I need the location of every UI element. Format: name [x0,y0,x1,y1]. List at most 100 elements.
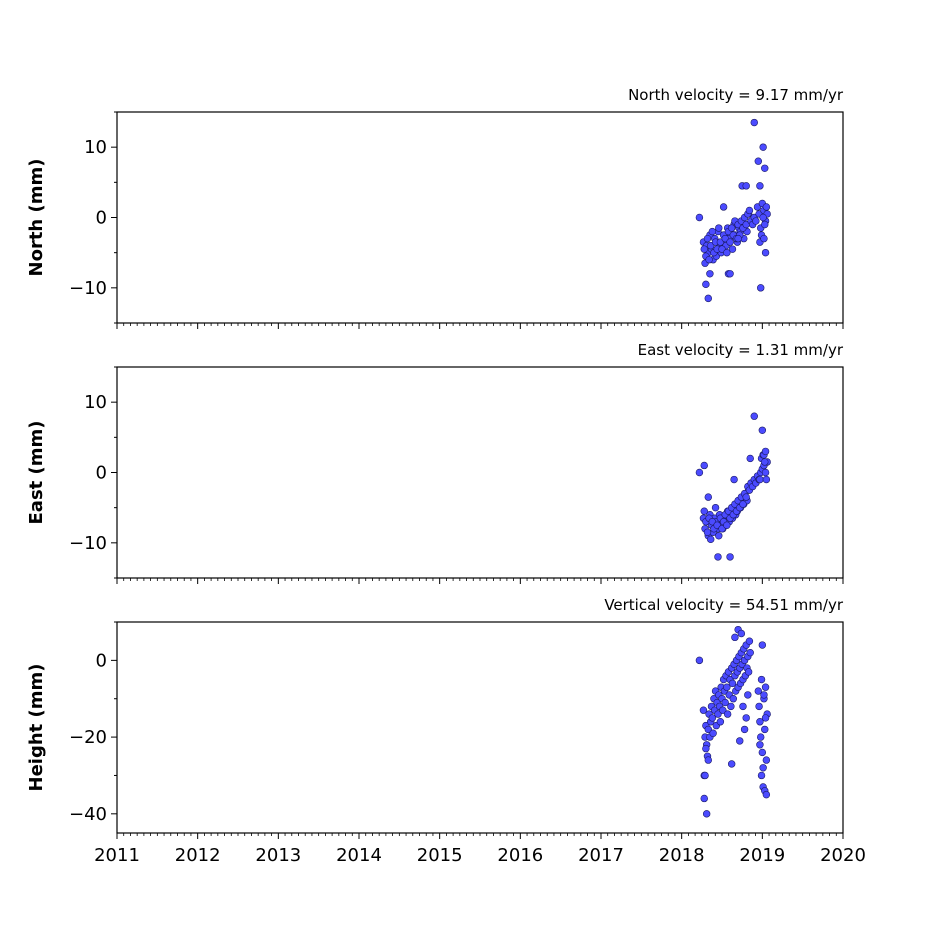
velocity-title-east: East velocity = 1.31 mm/yr [638,341,844,359]
data-point [728,245,737,253]
data-point [703,528,712,536]
data-point [705,256,713,264]
x-tick-label: 2014 [336,845,382,866]
y-tick-label: −40 [69,804,107,825]
x-tick-label: 2011 [94,845,140,866]
axes-frame-east [116,366,844,579]
scatter-series-height [695,625,771,818]
y-tick-label: −10 [69,278,107,299]
data-point [757,733,765,741]
data-point [702,744,710,753]
data-point [761,725,769,734]
data-point [744,668,753,676]
y-tick-label: 0 [96,463,107,484]
data-point [757,675,766,684]
y-tick-label: 0 [96,650,107,671]
data-point [704,725,712,734]
x-tick-label: 2017 [578,845,624,866]
y-tick-label: 10 [84,392,107,413]
panel-north: 10 0 −10 North (mm) North velocity = 9.17 mm… [26,86,844,329]
data-point [695,213,704,222]
data-point [750,412,758,420]
data-point [701,771,709,780]
data-point [716,718,725,726]
y-tick-label: −20 [69,727,107,748]
data-point [737,629,746,638]
data-point [746,454,754,463]
data-point [719,203,728,211]
x-ticks-north [116,323,844,329]
data-point [704,756,712,764]
data-point [761,714,770,722]
data-point [754,687,762,695]
data-point [762,790,771,799]
data-point [761,447,770,456]
data-point [742,182,750,190]
y-axis-label-north: North (mm) [26,159,47,277]
data-point [757,284,765,292]
data-point [762,475,771,484]
data-point [702,810,711,818]
data-point [739,500,747,508]
panel-height: 0 −20 −40 Height (mm) Vertical velocity = 54… [26,596,866,866]
y-tick-label: 10 [84,137,107,158]
velocity-title-north: North velocity = 9.17 mm/yr [628,86,844,104]
x-ticks-east [116,578,844,584]
data-point [702,280,710,289]
x-tick-label: 2018 [659,845,705,866]
data-point [762,203,771,211]
data-point [727,702,735,711]
data-point [752,217,760,225]
data-point [730,475,738,484]
y-axis-label-height: Height (mm) [26,664,47,792]
data-point [714,553,722,561]
data-point [700,507,708,515]
data-point [707,535,715,544]
data-point [723,521,731,529]
velocity-title-height: Vertical velocity = 54.51 mm/yr [604,596,844,614]
data-point [762,756,771,764]
x-tick-label: 2016 [497,845,543,866]
data-point [726,270,734,278]
data-point [739,702,747,711]
data-point [695,468,704,477]
data-point [756,741,764,749]
data-point [759,143,767,151]
data-point [734,234,742,243]
data-point [758,641,767,649]
data-point [759,213,767,222]
data-point [708,714,717,722]
data-point [727,224,736,232]
data-point [721,698,729,707]
data-point [740,725,749,734]
data-point [757,771,766,780]
y-tick-label: 0 [96,208,107,229]
data-point [711,503,720,512]
scatter-series-north [695,118,771,303]
data-point [726,238,734,246]
data-point [736,737,744,745]
data-point [700,461,708,470]
data-point [703,234,712,243]
data-point [715,224,723,232]
data-point [729,695,737,703]
data-point [714,710,722,718]
data-point [761,220,769,229]
data-point [731,633,739,642]
data-point [759,764,767,772]
data-point [709,729,717,737]
y-tick-label: −10 [69,533,107,554]
data-point [695,656,704,665]
data-point [715,532,723,540]
data-point [719,706,727,714]
data-point [750,118,758,127]
data-point [708,227,717,236]
data-point [754,157,762,165]
data-point [727,760,736,768]
data-point [761,468,770,477]
data-point [723,710,732,718]
x-ticks-height [116,833,844,839]
x-tick-label: 2013 [255,845,301,866]
data-point [744,691,752,699]
